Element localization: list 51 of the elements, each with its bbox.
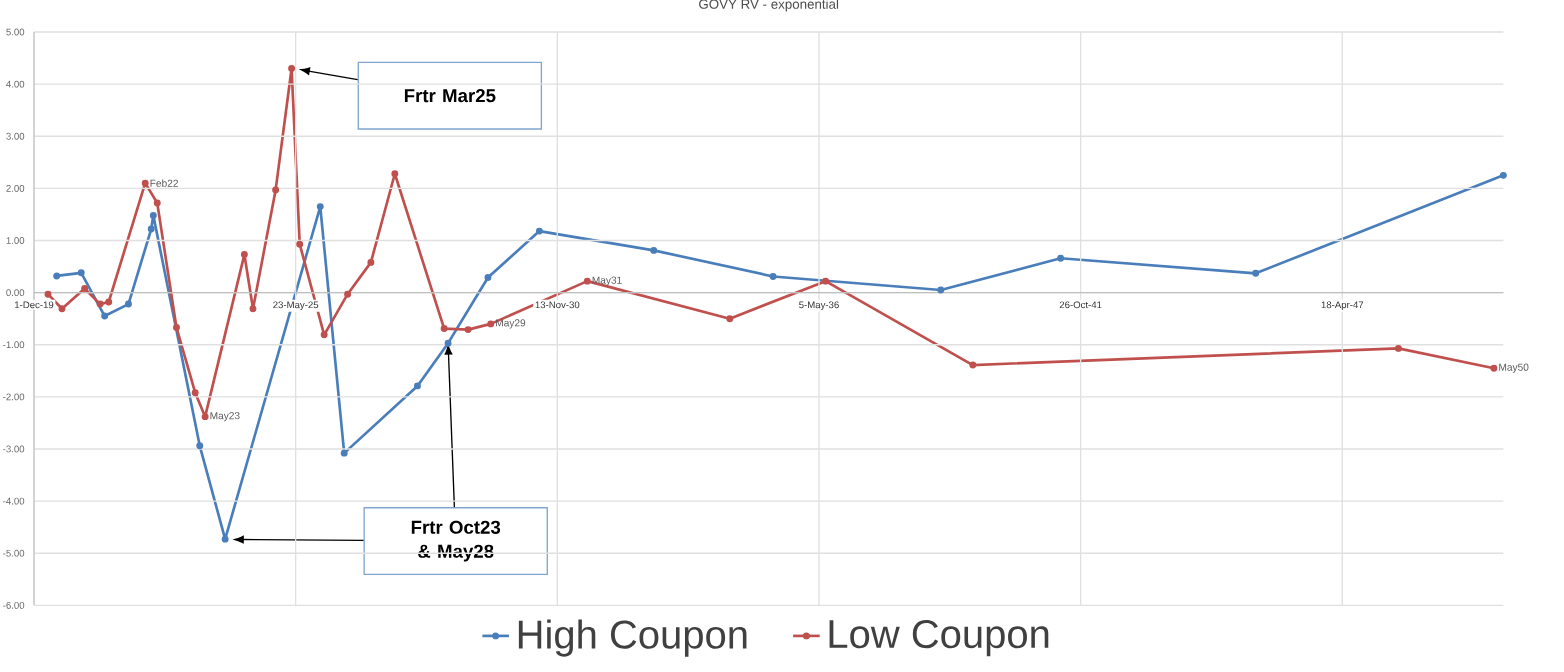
point xyxy=(201,413,209,421)
point xyxy=(81,284,89,292)
point xyxy=(535,227,543,235)
point xyxy=(650,246,658,254)
point xyxy=(769,272,777,280)
point xyxy=(583,277,591,285)
point xyxy=(288,65,296,72)
point xyxy=(77,269,85,277)
point xyxy=(240,251,248,259)
point xyxy=(1499,171,1507,179)
point xyxy=(173,324,180,332)
point xyxy=(191,389,199,397)
annotation: Frtr Mar25 xyxy=(404,89,496,103)
point xyxy=(1252,269,1260,277)
point xyxy=(413,382,421,390)
point xyxy=(367,258,375,266)
point xyxy=(149,212,157,219)
point xyxy=(487,320,495,328)
point xyxy=(272,186,280,194)
point xyxy=(391,170,399,178)
point xyxy=(153,199,161,207)
point xyxy=(249,305,257,313)
legend-label: High Coupon xyxy=(518,619,747,657)
point xyxy=(937,286,945,294)
point xyxy=(344,290,352,298)
point xyxy=(44,290,52,298)
point xyxy=(969,361,977,369)
point xyxy=(1490,364,1498,372)
point xyxy=(440,325,448,333)
point xyxy=(221,535,229,543)
point xyxy=(316,203,324,211)
point xyxy=(58,305,66,313)
point xyxy=(141,179,149,187)
point xyxy=(464,326,472,334)
point xyxy=(105,298,113,306)
point xyxy=(484,274,492,281)
point xyxy=(1057,254,1065,262)
point xyxy=(1394,344,1402,352)
point xyxy=(822,277,829,285)
point xyxy=(296,240,304,248)
point xyxy=(124,300,132,308)
point xyxy=(444,339,452,347)
point xyxy=(320,331,328,339)
legend-label: Low Coupon xyxy=(829,619,1049,657)
point xyxy=(53,272,61,280)
point xyxy=(196,442,204,450)
point xyxy=(147,225,155,233)
point xyxy=(726,315,734,323)
point xyxy=(340,449,348,457)
point xyxy=(96,300,104,308)
point xyxy=(101,312,109,320)
